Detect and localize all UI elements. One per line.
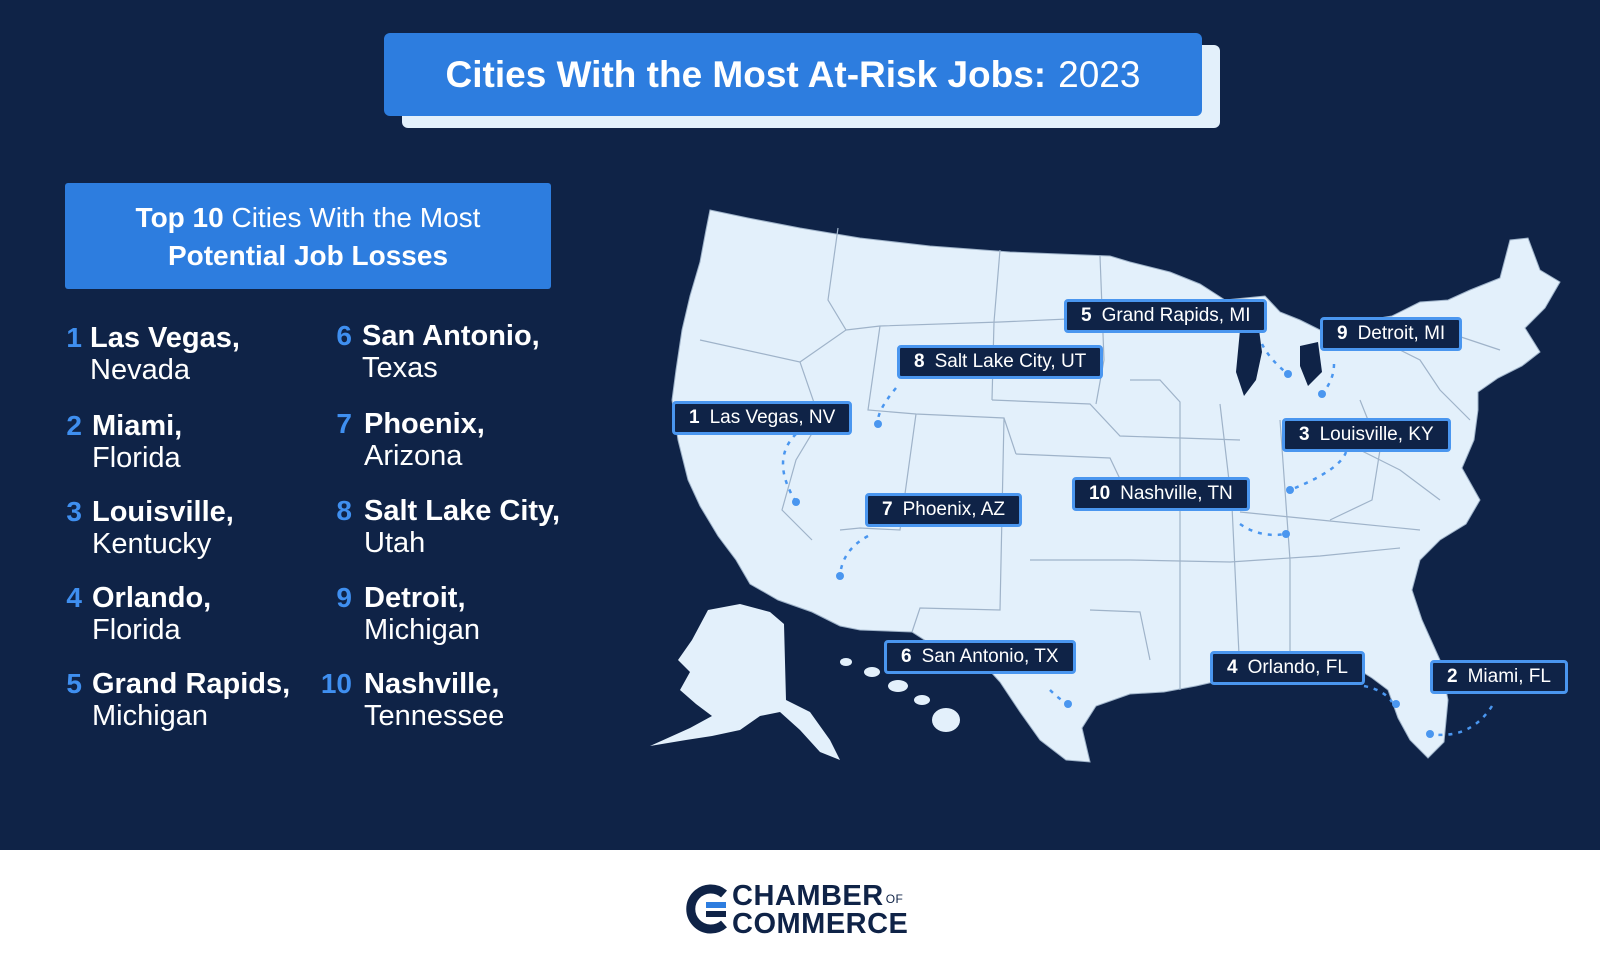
chamber-logo-icon [686,884,727,934]
map-label-rank: 9 [1337,323,1348,344]
map-label-rank: 7 [882,499,893,520]
ranking-city: Salt Lake City, [364,495,561,527]
map-label-rank: 3 [1299,424,1310,445]
map-label-las-vegas: 1 Las Vegas, NV [672,401,853,435]
map-label-orlando: 4 Orlando, FL [1210,651,1365,685]
ranking-number: 6 [336,320,352,351]
ranking-state: Michigan [92,700,209,732]
city-dots [792,370,1434,738]
ranking-city: Las Vegas, [90,322,240,354]
map-label-louisville: 3 Louisville, KY [1282,418,1451,452]
map-label-text: Grand Rapids, MI [1101,305,1251,326]
ranking-number: 9 [336,582,352,613]
great-lakes-shape [1236,322,1322,396]
map-label-detroit: 9 Detroit, MI [1320,317,1463,351]
ranking-state: Nevada [90,354,190,386]
map-label-rank: 1 [689,407,700,428]
ranking-state: Texas [362,352,438,384]
ranking-state: Michigan [364,614,481,646]
ranking-number: 10 [320,668,352,699]
ranking-city: Miami, [92,410,183,442]
ranking-city: Louisville, [92,496,234,528]
map-label-rank: 4 [1227,657,1238,678]
ranking-number: 5 [66,668,82,699]
ranking-city: Phoenix, [364,408,485,440]
logo-chamber: CHAMBER [732,880,884,912]
map-label-rank: 10 [1089,483,1111,504]
logo-of: OF [885,892,904,906]
ranking-city: San Antonio, [362,320,540,352]
map-label-rank: 8 [914,351,925,372]
map-label-text: Louisville, KY [1319,424,1434,445]
ranking-number: 8 [336,495,352,526]
ranking-number: 2 [66,410,82,441]
map-label-rank: 5 [1081,305,1092,326]
map-label-phoenix: 7 Phoenix, AZ [865,493,1023,527]
ranking-state: Florida [92,442,181,474]
ranking-state: Florida [92,614,181,646]
ranking-city: Detroit, [364,582,466,614]
footer: CHAMBER OF COMMERCE [0,850,1600,966]
map-label-text: Las Vegas, NV [709,407,836,428]
map-label-miami: 2 Miami, FL [1430,660,1568,694]
map-label-text: San Antonio, TX [921,646,1059,667]
title-year: 2023 [1058,53,1141,95]
map-label-text: Salt Lake City, UT [934,351,1087,372]
map-label-text: Miami, FL [1467,666,1551,687]
hawaii-shape [840,658,960,732]
infographic-canvas: Cities With the Most At-Risk Jobs: 2023 … [0,0,1600,850]
ranking-city: Orlando, [92,582,212,614]
page-title: Cities With the Most At-Risk Jobs: 2023 [384,33,1202,116]
map-label-grand-rapids: 5 Grand Rapids, MI [1064,299,1268,333]
ranking-number: 3 [66,496,82,527]
map-label-text: Detroit, MI [1357,323,1446,344]
ranking-header-lead: Cities With the Most [231,202,481,233]
ranking-number: 4 [66,582,82,613]
ranking-state: Utah [364,527,426,559]
ranking-state: Tennessee [364,700,505,732]
alaska-shape [650,604,840,760]
map-label-san-antonio: 6 San Antonio, TX [884,640,1076,674]
ranking-state: Arizona [364,440,463,472]
ranking-header: Top 10 Cities With the Most Potential Jo… [65,183,551,289]
ranking-city: Grand Rapids, [92,668,291,700]
map-label-text: Nashville, TN [1120,483,1233,504]
ranking-header-line2: Potential Job Losses [167,240,449,271]
ranking-number: 1 [66,322,82,353]
ranking-state: Kentucky [92,528,212,560]
map-label-salt-lake-city: 8 Salt Lake City, UT [897,345,1104,379]
map-label-nashville: 10 Nashville, TN [1072,477,1250,511]
map-label-text: Orlando, FL [1247,657,1348,678]
ranking-header-lead-bold: Top 10 [135,202,224,233]
ranking-number: 7 [336,408,352,439]
map-label-rank: 6 [901,646,912,667]
map-label-rank: 2 [1447,666,1458,687]
logo-commerce: COMMERCE [732,908,909,940]
map-label-text: Phoenix, AZ [902,499,1006,520]
title-text: Cities With the Most At-Risk Jobs: [445,53,1047,95]
ranking-city: Nashville, [364,668,500,700]
logo-wordmark-line1: CHAMBER OF [732,882,903,913]
